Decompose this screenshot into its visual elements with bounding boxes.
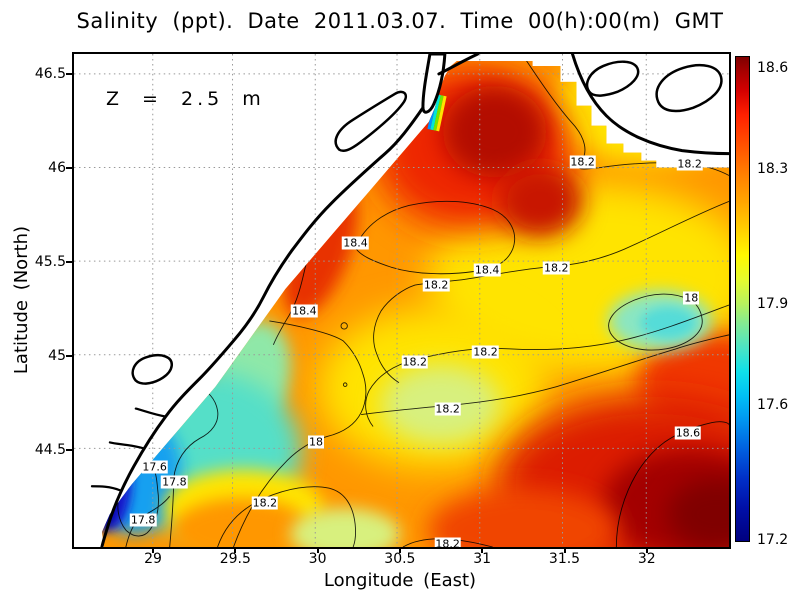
plot-title: Salinity (ppt). Date 2011.03.07. Time 00…	[76, 9, 724, 33]
y-axis-title: Latitude (North)	[11, 225, 32, 375]
contour-label: 18.4	[291, 304, 318, 318]
contour-label: 18.2	[472, 345, 499, 359]
contour-label: 18.2	[251, 496, 279, 510]
x-tick-mark	[152, 547, 154, 553]
y-tick-label: 45	[48, 348, 66, 364]
x-tick-label: 30.5	[384, 551, 416, 567]
contour-label: 17.8	[129, 513, 157, 527]
contour-label: 18	[683, 291, 700, 305]
y-tick-mark	[66, 73, 73, 75]
x-tick-label: 30	[308, 551, 327, 567]
y-tick-mark	[66, 261, 73, 263]
contour-label: 18.4	[342, 236, 369, 250]
y-tick-label: 46	[48, 160, 66, 176]
y-tick-mark	[66, 449, 73, 451]
contour-label: 18.4	[473, 263, 501, 277]
x-tick-label: 29	[144, 551, 162, 567]
contour-label: 18.2	[434, 537, 461, 549]
salinity-map	[74, 54, 729, 547]
x-tick-label: 29.5	[219, 551, 251, 567]
colorbar-tick-label: 17.6	[757, 397, 789, 414]
sea-field	[101, 60, 729, 547]
contour-label: 18	[307, 435, 324, 449]
y-tick-label: 46.5	[34, 66, 66, 82]
y-tick-label: 44.5	[34, 442, 66, 458]
lagoon-outline-2	[655, 64, 723, 113]
contour-label: 17.6	[141, 460, 168, 474]
x-tick-label: 32	[637, 551, 656, 567]
lagoon-outline-4	[131, 353, 173, 385]
x-tick-mark	[316, 547, 319, 553]
contour-label: 18.2	[543, 261, 570, 275]
coast-peninsula-hook	[421, 54, 447, 114]
contour-label: 17.8	[161, 475, 188, 489]
coast-hook-top	[437, 54, 480, 76]
coastline	[90, 54, 729, 547]
x-tick-mark	[398, 547, 401, 553]
contour-label: 18.2	[434, 402, 461, 416]
contour-label: 18.2	[569, 155, 596, 169]
x-tick-label: 31.5	[548, 551, 581, 567]
coast-west	[100, 106, 425, 547]
x-tick-label: 31	[473, 551, 492, 567]
contour-label: 18.2	[676, 157, 703, 171]
x-axis-title: Longitude (East)	[323, 570, 477, 591]
y-tick-mark	[66, 355, 73, 357]
plot-area: Z = 2.5 m 18.2 18.2 18.4 18.4 18.2 18.2 18 18.4…	[72, 52, 731, 549]
danube-delta-arms	[90, 407, 167, 492]
contour-lines	[117, 60, 729, 547]
x-tick-mark	[645, 547, 648, 553]
x-tick-mark	[481, 547, 484, 553]
contour-label: 18.2	[401, 355, 428, 369]
y-tick-mark	[66, 167, 73, 169]
colorbar-tick-label: 18.6	[757, 60, 789, 76]
colorbar-tick-label: 17.2	[757, 532, 789, 548]
x-tick-mark	[563, 547, 566, 553]
colorbar	[735, 56, 750, 542]
contour-label: 18.2	[422, 278, 450, 292]
depth-annotation: Z = 2.5 m	[106, 88, 265, 110]
lagoon-outline-3	[334, 90, 408, 152]
y-tick-label: 45.5	[34, 254, 66, 270]
coast-northeast	[570, 54, 729, 156]
x-tick-mark	[234, 547, 237, 553]
contour-label: 18.6	[674, 426, 702, 440]
colorbar-tick-label: 18.3	[757, 161, 789, 178]
colorbar-tick-label: 17.9	[757, 296, 789, 312]
lagoon-outline-1	[585, 60, 640, 97]
